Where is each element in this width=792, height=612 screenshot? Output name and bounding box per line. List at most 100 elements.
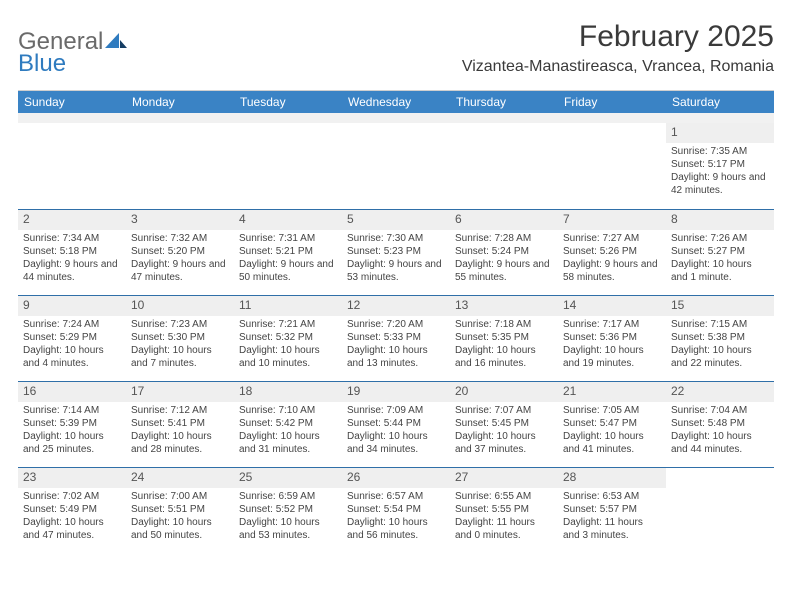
calendar-cell: 23Sunrise: 7:02 AMSunset: 5:49 PMDayligh…	[18, 467, 126, 553]
day-number: 1	[666, 123, 774, 143]
sunset-text: Sunset: 5:38 PM	[671, 331, 769, 344]
daylight-text: Daylight: 9 hours and 50 minutes.	[239, 258, 337, 284]
sunset-text: Sunset: 5:18 PM	[23, 245, 121, 258]
calendar-cell: 7Sunrise: 7:27 AMSunset: 5:26 PMDaylight…	[558, 209, 666, 295]
sunrise-text: Sunrise: 7:14 AM	[23, 404, 121, 417]
sunrise-text: Sunrise: 7:34 AM	[23, 232, 121, 245]
sunrise-text: Sunrise: 7:32 AM	[131, 232, 229, 245]
sunset-text: Sunset: 5:30 PM	[131, 331, 229, 344]
weekday-sat: Saturday	[666, 91, 774, 113]
daylight-text: Daylight: 10 hours and 28 minutes.	[131, 430, 229, 456]
calendar-cell: 27Sunrise: 6:55 AMSunset: 5:55 PMDayligh…	[450, 467, 558, 553]
daylight-text: Daylight: 10 hours and 47 minutes.	[23, 516, 121, 542]
day-number: 4	[234, 210, 342, 230]
day-number: 9	[18, 296, 126, 316]
daylight-text: Daylight: 10 hours and 7 minutes.	[131, 344, 229, 370]
calendar-cell-empty	[342, 123, 450, 209]
day-number: 5	[342, 210, 450, 230]
logo-word-2: Blue	[18, 50, 66, 78]
sunrise-text: Sunrise: 7:21 AM	[239, 318, 337, 331]
daylight-text: Daylight: 11 hours and 3 minutes.	[563, 516, 661, 542]
calendar-cell-empty	[666, 467, 774, 553]
month-title: February 2025	[462, 20, 774, 54]
sunset-text: Sunset: 5:54 PM	[347, 503, 445, 516]
sunrise-text: Sunrise: 7:02 AM	[23, 490, 121, 503]
calendar-cell: 14Sunrise: 7:17 AMSunset: 5:36 PMDayligh…	[558, 295, 666, 381]
day-number: 16	[18, 382, 126, 402]
day-number: 11	[234, 296, 342, 316]
sunset-text: Sunset: 5:42 PM	[239, 417, 337, 430]
day-number: 2	[18, 210, 126, 230]
weekday-thu: Thursday	[450, 91, 558, 113]
day-number: 10	[126, 296, 234, 316]
daylight-text: Daylight: 10 hours and 16 minutes.	[455, 344, 553, 370]
weekday-wed: Wednesday	[342, 91, 450, 113]
weekday-sun: Sunday	[18, 91, 126, 113]
day-number: 18	[234, 382, 342, 402]
calendar-cell: 2Sunrise: 7:34 AMSunset: 5:18 PMDaylight…	[18, 209, 126, 295]
calendar-cell: 24Sunrise: 7:00 AMSunset: 5:51 PMDayligh…	[126, 467, 234, 553]
sunrise-text: Sunrise: 7:00 AM	[131, 490, 229, 503]
daylight-text: Daylight: 10 hours and 4 minutes.	[23, 344, 121, 370]
calendar-cell-empty	[126, 123, 234, 209]
daylight-text: Daylight: 9 hours and 55 minutes.	[455, 258, 553, 284]
calendar-cell: 9Sunrise: 7:24 AMSunset: 5:29 PMDaylight…	[18, 295, 126, 381]
sunrise-text: Sunrise: 6:55 AM	[455, 490, 553, 503]
calendar-cell: 21Sunrise: 7:05 AMSunset: 5:47 PMDayligh…	[558, 381, 666, 467]
sunrise-text: Sunrise: 6:57 AM	[347, 490, 445, 503]
calendar-cell: 12Sunrise: 7:20 AMSunset: 5:33 PMDayligh…	[342, 295, 450, 381]
sunset-text: Sunset: 5:47 PM	[563, 417, 661, 430]
calendar-cell: 20Sunrise: 7:07 AMSunset: 5:45 PMDayligh…	[450, 381, 558, 467]
calendar-cell: 5Sunrise: 7:30 AMSunset: 5:23 PMDaylight…	[342, 209, 450, 295]
sunrise-text: Sunrise: 7:28 AM	[455, 232, 553, 245]
sunset-text: Sunset: 5:52 PM	[239, 503, 337, 516]
day-number: 15	[666, 296, 774, 316]
daylight-text: Daylight: 10 hours and 22 minutes.	[671, 344, 769, 370]
calendar-cell: 18Sunrise: 7:10 AMSunset: 5:42 PMDayligh…	[234, 381, 342, 467]
calendar-cell-empty	[234, 123, 342, 209]
title-block: February 2025 Vizantea-Manastireasca, Vr…	[462, 20, 774, 78]
daylight-text: Daylight: 10 hours and 1 minute.	[671, 258, 769, 284]
day-number: 24	[126, 468, 234, 488]
daylight-text: Daylight: 10 hours and 44 minutes.	[671, 430, 769, 456]
day-number: 25	[234, 468, 342, 488]
day-number: 21	[558, 382, 666, 402]
sunrise-text: Sunrise: 7:12 AM	[131, 404, 229, 417]
day-number: 28	[558, 468, 666, 488]
sunset-text: Sunset: 5:39 PM	[23, 417, 121, 430]
daylight-text: Daylight: 9 hours and 58 minutes.	[563, 258, 661, 284]
day-number: 12	[342, 296, 450, 316]
sunset-text: Sunset: 5:44 PM	[347, 417, 445, 430]
sunset-text: Sunset: 5:51 PM	[131, 503, 229, 516]
day-number: 19	[342, 382, 450, 402]
calendar-cell: 13Sunrise: 7:18 AMSunset: 5:35 PMDayligh…	[450, 295, 558, 381]
sunset-text: Sunset: 5:57 PM	[563, 503, 661, 516]
weekday-fri: Friday	[558, 91, 666, 113]
day-number: 27	[450, 468, 558, 488]
sunset-text: Sunset: 5:21 PM	[239, 245, 337, 258]
daylight-text: Daylight: 10 hours and 31 minutes.	[239, 430, 337, 456]
day-number: 26	[342, 468, 450, 488]
calendar-grid: 1Sunrise: 7:35 AMSunset: 5:17 PMDaylight…	[18, 123, 774, 553]
calendar-cell: 28 Sunrise: 6:53 AMSunset: 5:57 PMDayligh…	[558, 467, 666, 553]
sunset-text: Sunset: 5:49 PM	[23, 503, 121, 516]
day-number: 22	[666, 382, 774, 402]
daylight-text: Daylight: 10 hours and 37 minutes.	[455, 430, 553, 456]
sunrise-text: Sunrise: 6:53 AM	[563, 490, 661, 503]
sunrise-text: Sunrise: 7:27 AM	[563, 232, 661, 245]
calendar-cell: 3Sunrise: 7:32 AMSunset: 5:20 PMDaylight…	[126, 209, 234, 295]
sunset-text: Sunset: 5:26 PM	[563, 245, 661, 258]
spacer-row	[18, 113, 774, 123]
daylight-text: Daylight: 10 hours and 19 minutes.	[563, 344, 661, 370]
sunrise-text: Sunrise: 7:31 AM	[239, 232, 337, 245]
sunrise-text: Sunrise: 7:07 AM	[455, 404, 553, 417]
location: Vizantea-Manastireasca, Vrancea, Romania	[462, 58, 774, 76]
sunrise-text: Sunrise: 7:04 AM	[671, 404, 769, 417]
weekday-tue: Tuesday	[234, 91, 342, 113]
calendar-cell: 11Sunrise: 7:21 AMSunset: 5:32 PMDayligh…	[234, 295, 342, 381]
sunset-text: Sunset: 5:20 PM	[131, 245, 229, 258]
daylight-text: Daylight: 10 hours and 13 minutes.	[347, 344, 445, 370]
header: General February 2025 Vizantea-Manastire…	[18, 20, 774, 78]
day-number: 13	[450, 296, 558, 316]
daylight-text: Daylight: 10 hours and 41 minutes.	[563, 430, 661, 456]
